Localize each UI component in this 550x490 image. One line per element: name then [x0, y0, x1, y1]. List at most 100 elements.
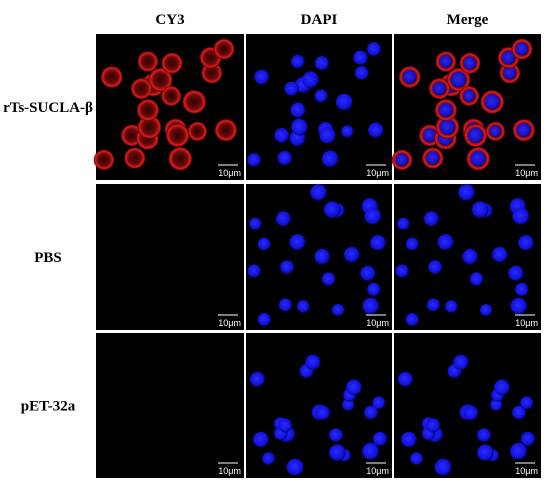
- cell-membrane: [148, 67, 173, 92]
- cell-nucleus: [290, 102, 306, 118]
- cell-nucleus: [249, 217, 262, 230]
- cell-nucleus: [445, 300, 458, 313]
- cell-nucleus: [503, 66, 517, 80]
- cell-nucleus: [360, 265, 376, 281]
- cell-nucleus: [501, 50, 516, 65]
- cell-nucleus: [458, 184, 475, 201]
- cell-nucleus: [422, 128, 437, 143]
- cell-nucleus: [512, 405, 526, 420]
- cell-nucleus: [515, 282, 529, 297]
- cell-nucleus: [247, 153, 261, 167]
- cell-nucleus: [372, 431, 388, 446]
- cell-nucleus: [423, 211, 439, 227]
- cell-nucleus: [462, 248, 478, 265]
- cell-membrane: [100, 66, 123, 88]
- cell-membrane: [165, 123, 190, 148]
- cell-membrane: [214, 119, 237, 142]
- cell-nucleus: [471, 201, 489, 218]
- cell-nucleus: [332, 303, 345, 317]
- cell-membrane: [213, 38, 235, 60]
- cell-nucleus: [439, 119, 456, 135]
- cell-nucleus: [354, 66, 369, 80]
- cell-nucleus: [329, 444, 346, 461]
- cell-nucleus: [286, 458, 304, 476]
- cell-nucleus: [254, 69, 270, 85]
- cell-nucleus: [512, 207, 530, 225]
- scale-bar-label: 10μm: [515, 168, 538, 178]
- micrograph-panel: 10μm: [394, 333, 541, 478]
- cell-nucleus: [257, 237, 271, 251]
- scale-bar-label: 10μm: [366, 168, 389, 178]
- cell-nucleus: [315, 405, 331, 421]
- cell-nucleus: [397, 217, 410, 230]
- cell-nucleus: [364, 405, 378, 420]
- cell-nucleus: [428, 260, 443, 274]
- cell-nucleus: [438, 103, 453, 118]
- cell-nucleus: [280, 260, 295, 274]
- cell-nucleus: [278, 418, 293, 433]
- scale-bar-label: 10μm: [366, 466, 389, 476]
- cell-nucleus: [362, 442, 380, 460]
- cell-nucleus: [289, 234, 306, 251]
- cell-nucleus: [453, 354, 469, 370]
- cell-nucleus: [278, 298, 293, 312]
- cell-nucleus: [437, 234, 454, 251]
- cell-nucleus: [439, 55, 453, 68]
- cell-nucleus: [367, 282, 381, 297]
- cell-nucleus: [516, 123, 531, 138]
- cell-membrane: [137, 115, 162, 139]
- cell-membrane: [182, 90, 207, 114]
- cell-nucleus: [405, 312, 419, 327]
- panel-background: [96, 184, 244, 330]
- micrograph-panel: 10μm: [96, 333, 244, 478]
- cell-nucleus: [257, 312, 271, 327]
- cell-nucleus: [520, 431, 536, 446]
- cell-nucleus: [395, 153, 409, 167]
- cell-nucleus: [401, 431, 417, 448]
- cell-nucleus: [492, 246, 508, 263]
- column-header: DAPI: [301, 12, 338, 28]
- cell-nucleus: [372, 396, 386, 410]
- cell-nucleus: [275, 211, 291, 227]
- row-label: rTs-SUCLA-β: [3, 100, 93, 116]
- cell-nucleus: [405, 237, 419, 251]
- cell-nucleus: [450, 71, 467, 88]
- micrograph-panel: 10μm: [246, 184, 392, 330]
- cell-nucleus: [305, 354, 321, 370]
- cell-nucleus: [395, 264, 409, 278]
- cell-membrane: [161, 52, 183, 74]
- cell-nucleus: [314, 56, 329, 71]
- cell-nucleus: [319, 127, 336, 144]
- cell-nucleus: [410, 452, 423, 465]
- cell-membrane: [136, 99, 159, 122]
- cell-nucleus: [426, 151, 440, 165]
- cell-nucleus: [250, 371, 265, 387]
- cell-nucleus: [344, 246, 360, 263]
- cell-nucleus: [253, 431, 269, 448]
- cell-nucleus: [518, 235, 534, 251]
- cell-nucleus: [262, 452, 275, 465]
- cell-nucleus: [490, 398, 503, 411]
- cell-nucleus: [302, 71, 319, 89]
- cell-nucleus: [364, 207, 382, 225]
- cell-nucleus: [477, 428, 491, 442]
- cell-nucleus: [323, 201, 341, 218]
- cell-membrane: [93, 149, 115, 171]
- cell-nucleus: [484, 94, 501, 110]
- cell-membrane: [137, 51, 159, 72]
- cell-membrane: [124, 147, 146, 169]
- cell-nucleus: [463, 89, 476, 102]
- cell-nucleus: [277, 150, 292, 166]
- cell-nucleus: [467, 127, 484, 144]
- cell-nucleus: [321, 150, 339, 168]
- cell-nucleus: [291, 54, 305, 69]
- cell-nucleus: [314, 248, 330, 265]
- scale-bar-label: 10μm: [366, 318, 389, 328]
- micrograph-panel: 10μm: [246, 34, 392, 180]
- row-label: pET-32a: [21, 399, 76, 415]
- cell-nucleus: [510, 442, 528, 460]
- cell-nucleus: [402, 70, 417, 84]
- cell-nucleus: [247, 264, 261, 278]
- cell-nucleus: [314, 89, 328, 103]
- cell-nucleus: [362, 297, 379, 315]
